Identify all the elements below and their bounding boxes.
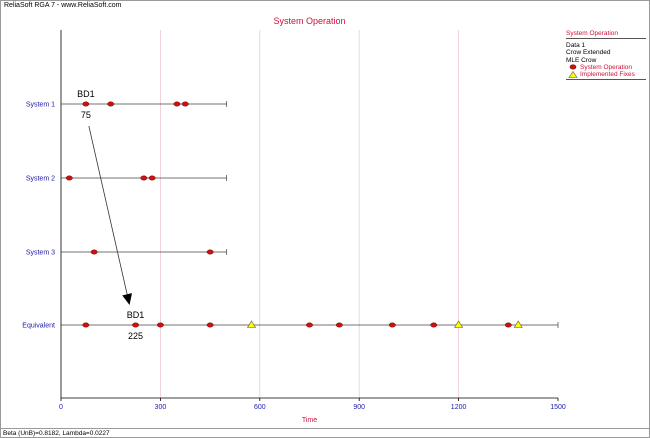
failure-marker xyxy=(504,322,512,328)
annotation-arrow-head xyxy=(122,293,132,305)
failure-marker xyxy=(156,322,164,328)
failure-marker xyxy=(132,322,140,328)
legend-item-implemented-fixes: Implemented Fixes xyxy=(566,71,646,81)
failure-marker xyxy=(90,249,98,255)
legend: System Operation Data 1 Crow Extended ML… xyxy=(566,30,646,81)
chart-title: System Operation xyxy=(273,16,345,26)
failure-marker xyxy=(388,322,396,328)
x-tick-label: 1500 xyxy=(550,404,566,411)
failure-marker xyxy=(173,101,181,107)
annotation-label: BD1 xyxy=(127,310,145,320)
failure-marker xyxy=(306,322,313,328)
annotation-arrow-line xyxy=(88,125,128,295)
fix-marker xyxy=(513,320,523,328)
legend-data-label: Data 1 xyxy=(566,42,586,50)
yellow-triangle-marker-icon xyxy=(568,71,578,78)
legend-series-label: Implemented Fixes xyxy=(580,71,635,79)
fix-marker xyxy=(454,320,464,328)
annotation-value: 75 xyxy=(81,110,91,120)
failure-marker xyxy=(148,175,156,181)
failure-marker xyxy=(82,101,90,107)
parameter-footer: Beta (UnB)=0.8182, Lambda=0.0227 xyxy=(3,430,110,437)
status-divider xyxy=(0,428,650,429)
x-tick-label: 600 xyxy=(254,404,266,411)
x-axis-label: Time xyxy=(302,417,317,424)
row-label: System 1 xyxy=(26,102,55,109)
red-ellipse-marker-icon xyxy=(569,64,577,70)
failure-marker xyxy=(140,175,148,181)
x-tick-label: 300 xyxy=(155,404,167,411)
annotation-label: BD1 xyxy=(77,89,95,99)
x-tick-label: 1200 xyxy=(451,404,467,411)
fix-marker xyxy=(246,320,257,328)
legend-model-label: Crow Extended xyxy=(566,49,611,57)
failure-marker xyxy=(206,322,214,328)
legend-method-label: MLE Crow xyxy=(566,56,597,64)
legend-item-system-operation: System Operation xyxy=(566,64,646,71)
x-tick-label: 0 xyxy=(59,404,63,411)
row-label: System 2 xyxy=(26,176,55,183)
failure-marker xyxy=(430,322,438,328)
failure-marker xyxy=(82,322,90,328)
failure-marker xyxy=(181,101,189,107)
failure-marker xyxy=(335,322,343,328)
legend-series-label: System Operation xyxy=(580,63,633,71)
failure-marker xyxy=(206,249,214,255)
row-label: Equivalent xyxy=(22,323,55,330)
annotation-value: 225 xyxy=(128,331,143,341)
failure-marker xyxy=(65,175,73,181)
row-label: System 3 xyxy=(26,250,55,257)
x-tick-label: 900 xyxy=(353,404,365,411)
app-caption: ReliaSoft RGA 7 - www.ReliaSoft.com xyxy=(4,2,122,9)
legend-title: System Operation xyxy=(566,30,646,40)
failure-marker xyxy=(107,101,115,107)
